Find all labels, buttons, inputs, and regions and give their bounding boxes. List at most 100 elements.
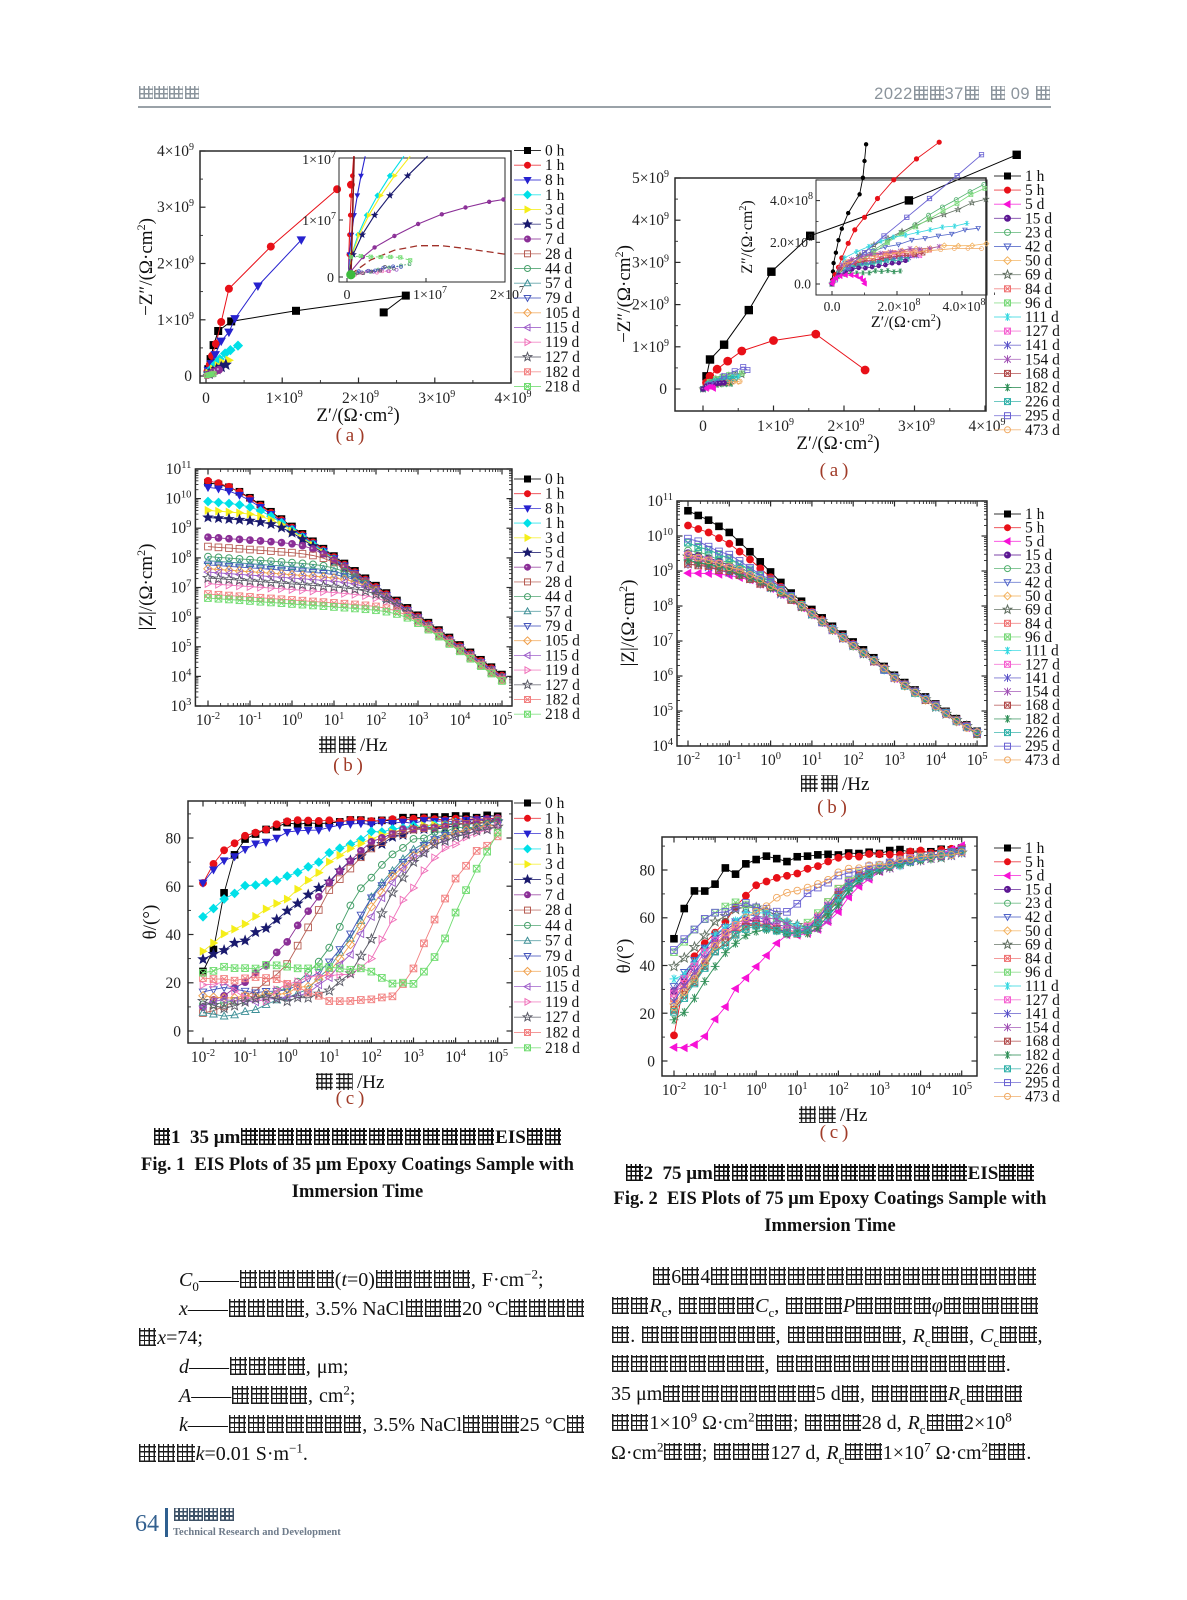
svg-text:105 d: 105 d: [545, 963, 580, 980]
svg-text:5 d: 5 d: [1025, 533, 1045, 550]
svg-text:226 d: 226 d: [1025, 394, 1060, 411]
svg-text:3 d: 3 d: [545, 530, 565, 547]
svg-text:/Hz: /Hz: [842, 774, 869, 795]
svg-text:102: 102: [828, 1081, 849, 1099]
svg-text:4.0×108: 4.0×108: [770, 191, 813, 208]
svg-text:1×107: 1×107: [302, 211, 336, 229]
svg-text:111 d: 111 d: [1025, 643, 1059, 660]
svg-text:( c ): ( c ): [336, 1088, 365, 1109]
svg-text:107: 107: [171, 579, 192, 597]
svg-text:127 d: 127 d: [545, 349, 580, 366]
svg-text:103: 103: [869, 1081, 890, 1099]
svg-text:50 d: 50 d: [1025, 588, 1052, 605]
svg-text:7 d: 7 d: [545, 231, 565, 248]
svg-text:473 d: 473 d: [1025, 422, 1060, 439]
svg-text:0 h: 0 h: [545, 795, 565, 812]
svg-text:105 d: 105 d: [545, 633, 580, 650]
svg-text:101: 101: [787, 1081, 808, 1099]
svg-text:40: 40: [640, 958, 656, 975]
svg-text:10-2: 10-2: [662, 1081, 686, 1099]
svg-text:105: 105: [652, 702, 673, 720]
svg-text:1 h: 1 h: [545, 841, 565, 858]
svg-text:2×109: 2×109: [828, 417, 865, 435]
svg-text:2×109: 2×109: [157, 255, 194, 273]
svg-text:105: 105: [492, 711, 513, 729]
svg-text:5×109: 5×109: [632, 169, 669, 187]
svg-text:102: 102: [366, 711, 387, 729]
svg-text:119 d: 119 d: [545, 334, 580, 351]
svg-text:8 h: 8 h: [545, 826, 565, 843]
svg-text:101: 101: [802, 751, 823, 769]
svg-text:1 h: 1 h: [545, 157, 565, 174]
svg-text:0 h: 0 h: [545, 471, 565, 488]
svg-text:/Hz: /Hz: [360, 735, 387, 756]
svg-text:2×109: 2×109: [632, 296, 669, 314]
svg-text:127 d: 127 d: [1025, 656, 1060, 673]
svg-text:101: 101: [319, 1048, 340, 1066]
svg-text:69 d: 69 d: [1025, 267, 1052, 284]
svg-text:108: 108: [171, 549, 192, 567]
svg-text:84 d: 84 d: [1025, 615, 1052, 632]
svg-text:−Z″/(Ω·cm2): −Z″/(Ω·cm2): [134, 218, 157, 316]
svg-text:84 d: 84 d: [1025, 950, 1052, 967]
svg-text:θ/(°): θ/(°): [140, 905, 161, 940]
svg-text:111 d: 111 d: [1025, 309, 1059, 326]
svg-text:96 d: 96 d: [1025, 295, 1052, 312]
svg-text:79 d: 79 d: [545, 948, 572, 965]
svg-text:1 h: 1 h: [1025, 506, 1045, 523]
svg-text:20: 20: [640, 1006, 656, 1023]
svg-text:473 d: 473 d: [1025, 1088, 1060, 1105]
svg-text:/Hz: /Hz: [357, 1072, 384, 1093]
svg-text:0: 0: [184, 368, 192, 385]
svg-text:1 h: 1 h: [545, 515, 565, 532]
svg-text:103: 103: [408, 711, 429, 729]
svg-text:103: 103: [884, 751, 905, 769]
svg-text:295 d: 295 d: [1025, 1075, 1060, 1092]
svg-text:θ/(°): θ/(°): [614, 939, 635, 974]
svg-text:0 h: 0 h: [545, 143, 565, 160]
svg-text:168 d: 168 d: [1025, 1033, 1060, 1050]
svg-text:1 h: 1 h: [545, 187, 565, 204]
svg-text:10-1: 10-1: [717, 751, 741, 769]
svg-text:105 d: 105 d: [545, 305, 580, 322]
svg-text:115 d: 115 d: [545, 979, 580, 996]
svg-text:218 d: 218 d: [545, 1040, 580, 1057]
svg-text:96 d: 96 d: [1025, 964, 1052, 981]
svg-text:42 d: 42 d: [1025, 574, 1052, 591]
svg-text:10-2: 10-2: [191, 1048, 215, 1066]
svg-text:127 d: 127 d: [545, 677, 580, 694]
svg-text:0: 0: [202, 390, 210, 407]
svg-text:103: 103: [403, 1048, 424, 1066]
svg-text:1 h: 1 h: [545, 486, 565, 503]
svg-text:80: 80: [166, 831, 182, 848]
svg-text:3×109: 3×109: [898, 417, 935, 435]
svg-text:0: 0: [699, 418, 707, 435]
svg-text:0: 0: [344, 288, 351, 303]
svg-text:96 d: 96 d: [1025, 629, 1052, 646]
svg-text:3×109: 3×109: [632, 253, 669, 271]
svg-text:60: 60: [166, 879, 182, 896]
svg-text:1 h: 1 h: [545, 810, 565, 827]
svg-text:44 d: 44 d: [545, 589, 572, 606]
svg-text:Z″/(Ω·cm2): Z″/(Ω·cm2): [738, 200, 756, 273]
svg-text:101: 101: [324, 711, 345, 729]
svg-text:15 d: 15 d: [1025, 881, 1052, 898]
svg-text:7 d: 7 d: [545, 887, 565, 904]
svg-text:84 d: 84 d: [1025, 281, 1052, 298]
svg-text:28 d: 28 d: [545, 902, 572, 919]
svg-text:109: 109: [171, 519, 192, 537]
svg-text:1×109: 1×109: [266, 389, 303, 407]
svg-text:23 d: 23 d: [1025, 224, 1052, 241]
svg-text:4×109: 4×109: [632, 211, 669, 229]
svg-text:0: 0: [173, 1024, 181, 1041]
svg-text:69 d: 69 d: [1025, 937, 1052, 954]
svg-text:23 d: 23 d: [1025, 895, 1052, 912]
svg-text:( a ): ( a ): [336, 425, 365, 446]
svg-text:154 d: 154 d: [1025, 351, 1060, 368]
svg-text:108: 108: [652, 597, 673, 615]
svg-text:102: 102: [361, 1048, 382, 1066]
svg-text:1×107: 1×107: [302, 150, 336, 168]
svg-text:106: 106: [171, 608, 192, 626]
svg-text:3×109: 3×109: [157, 198, 194, 216]
svg-text:141 d: 141 d: [1025, 1006, 1060, 1023]
